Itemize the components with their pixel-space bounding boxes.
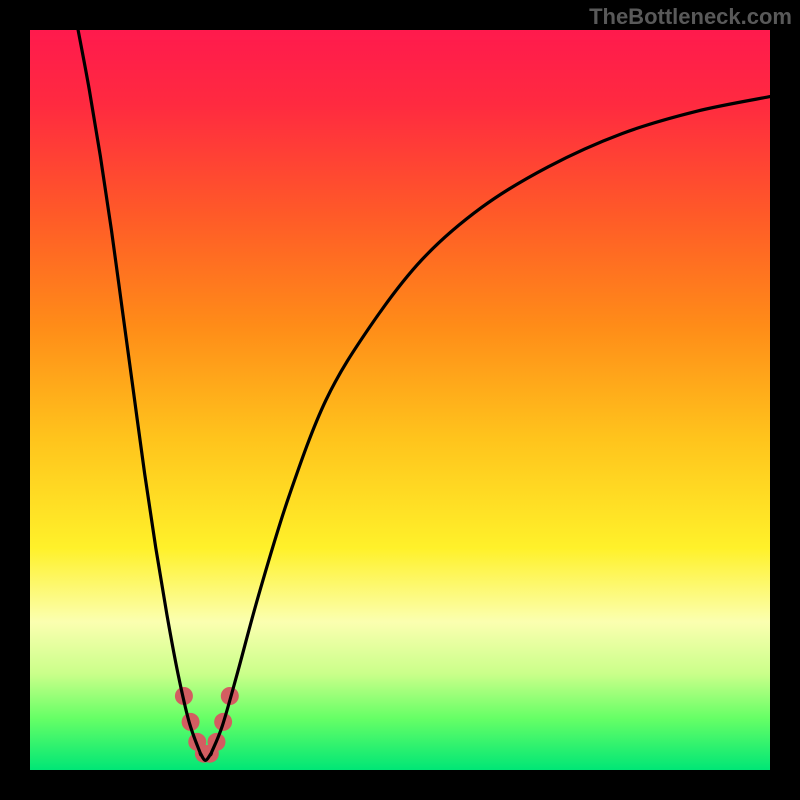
chart-container: TheBottleneck.com: [0, 0, 800, 800]
bottleneck-curve-chart: [0, 0, 800, 800]
gradient-background: [30, 30, 770, 770]
watermark-text: TheBottleneck.com: [589, 4, 792, 30]
